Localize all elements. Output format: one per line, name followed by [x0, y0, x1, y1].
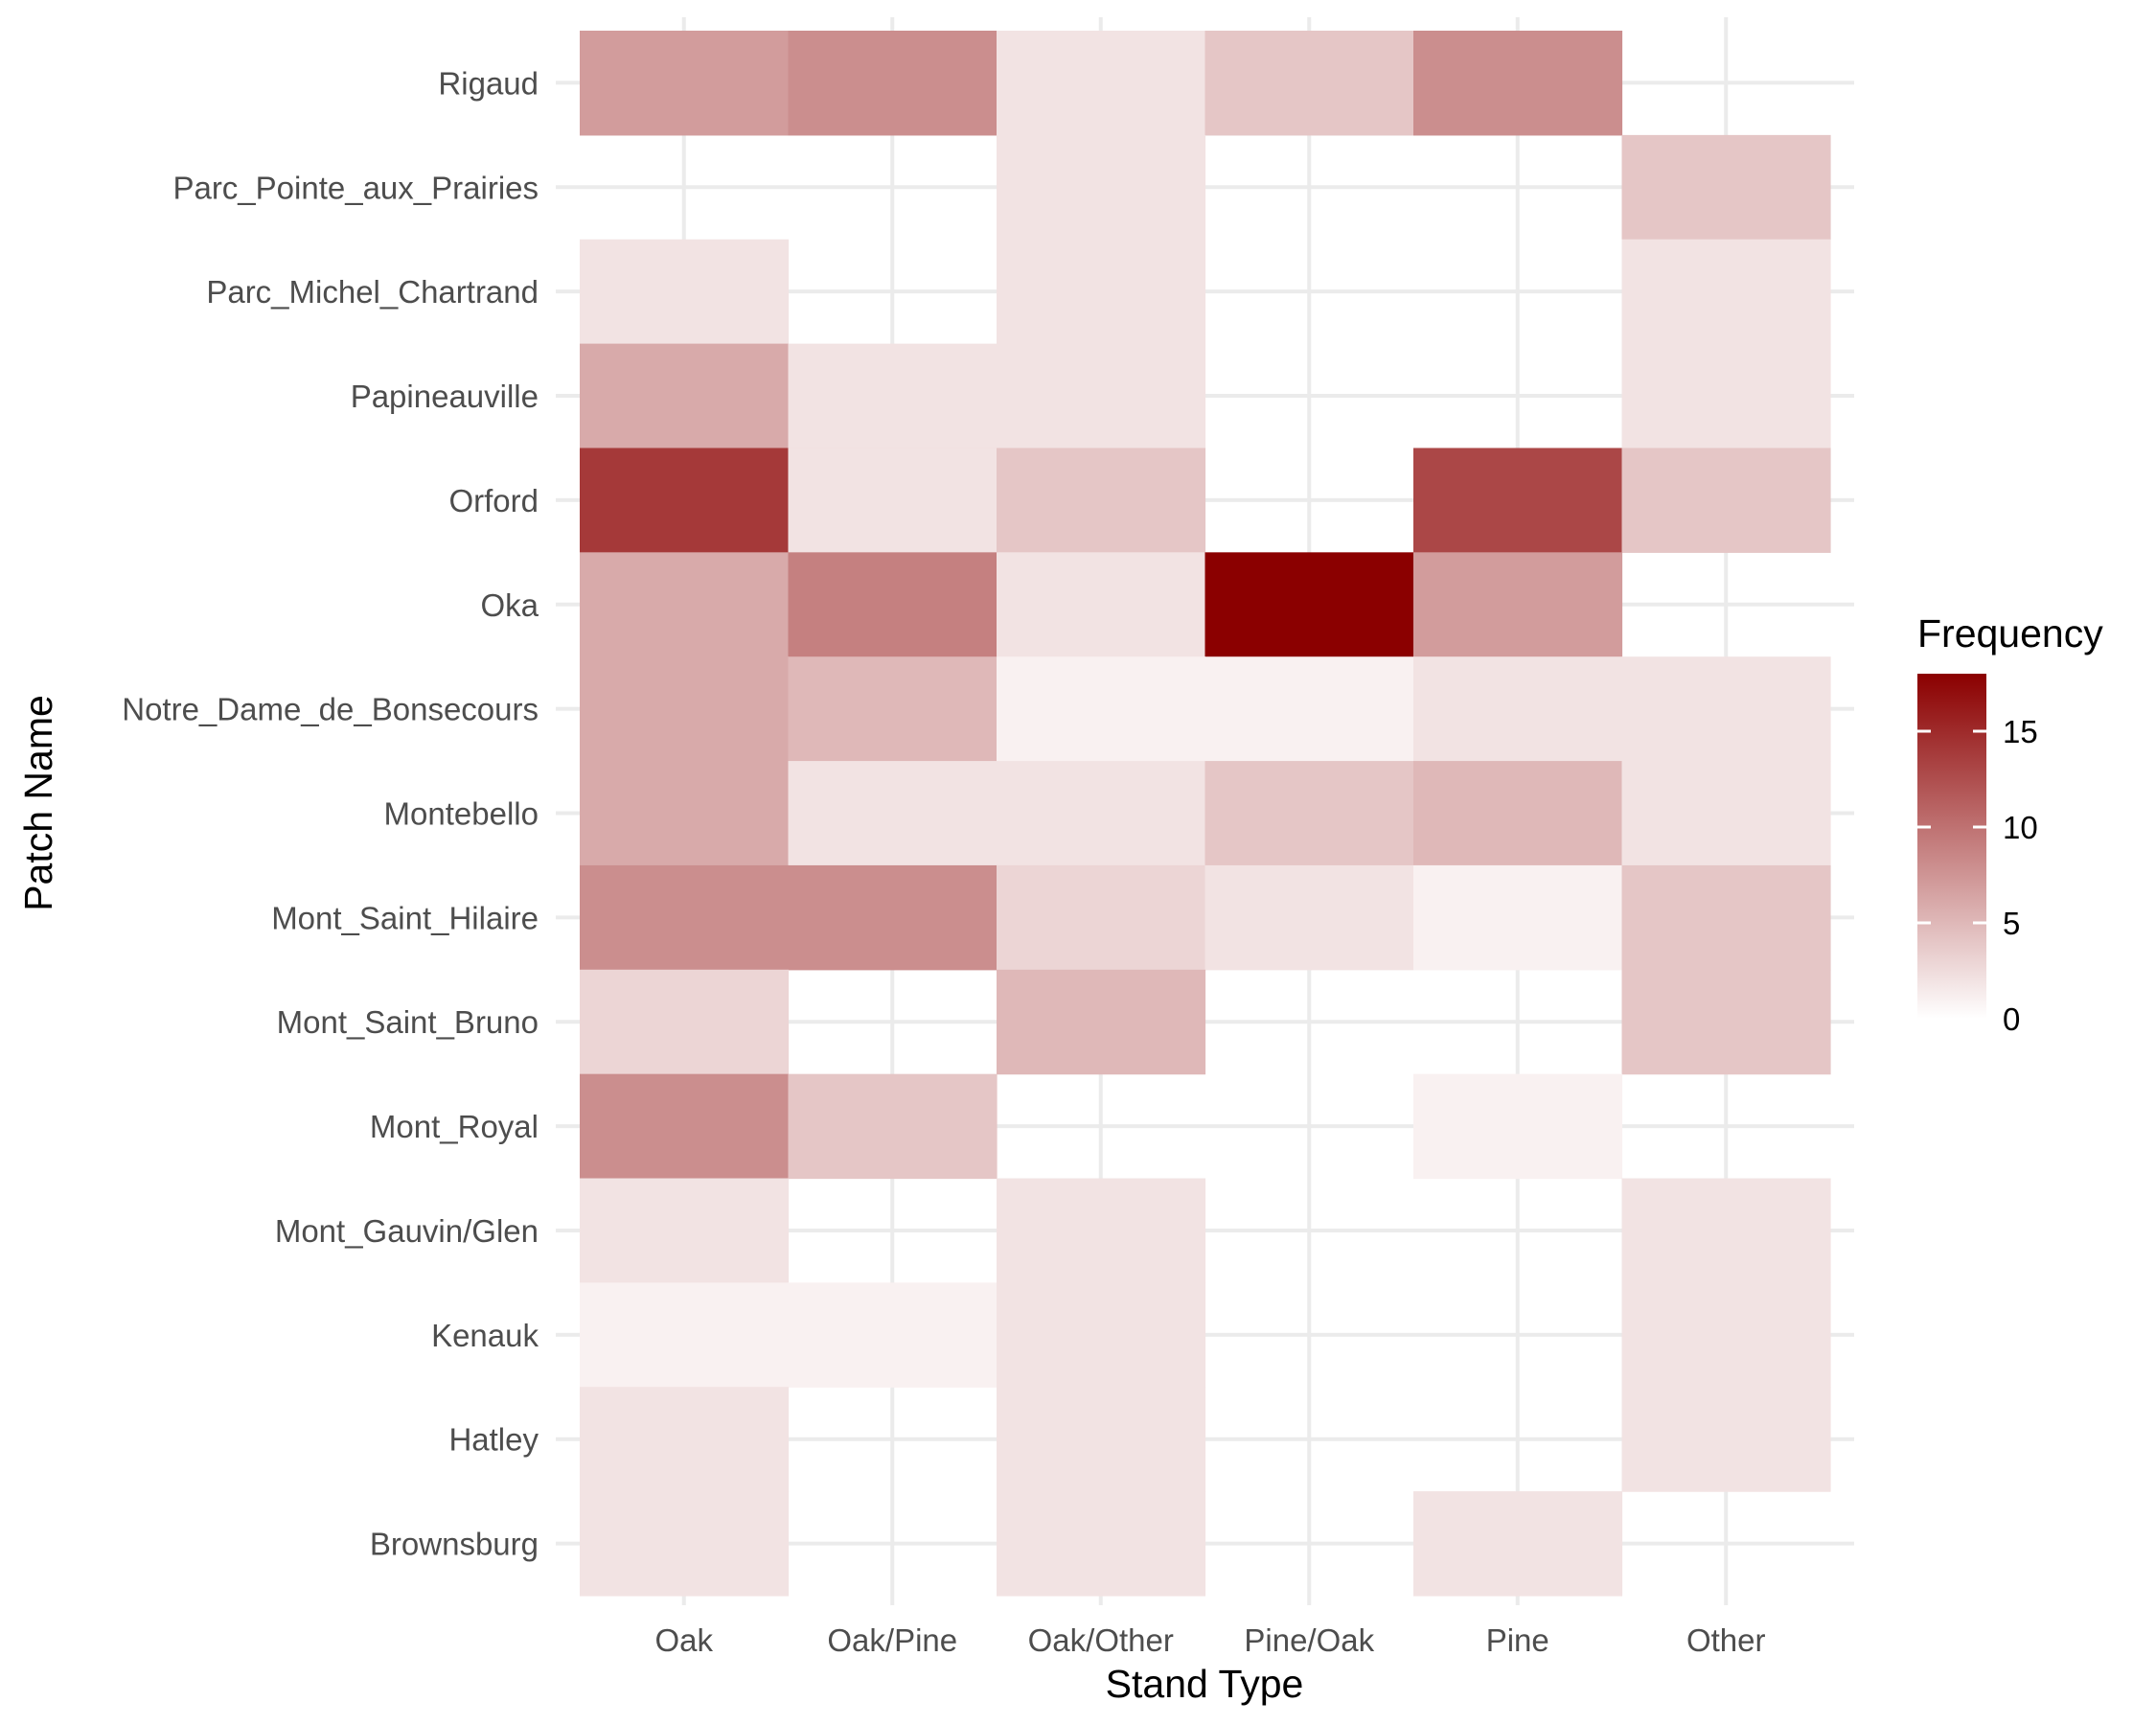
- heatmap-cell-notre-dame-de-bonsecours-oak: [580, 656, 790, 762]
- heatmap-cell-brownsburg-pine: [1413, 1491, 1623, 1597]
- legend-tick-label: 10: [2003, 810, 2038, 845]
- legend-ticks: 0 5 10 15: [1917, 714, 2038, 1037]
- heatmap-cell-orford-oak-other: [997, 448, 1206, 553]
- heatmap-cell-oka-oak: [580, 552, 790, 657]
- heatmap-cell-mont-saint-hilaire-other: [1621, 864, 1831, 971]
- legend-tick-label: 5: [2003, 906, 2020, 941]
- heatmap-cell-parc-michel-chartrand-other: [1621, 239, 1831, 345]
- heatmap-cell-orford-other: [1621, 448, 1831, 553]
- heatmap-cell-orford-oak-pine: [788, 448, 998, 553]
- y-tick-label: Notre_Dame_de_Bonsecours: [122, 692, 539, 727]
- heatmap-cell-papineauville-oak: [580, 343, 790, 449]
- heatmap-cell-orford-oak: [580, 448, 790, 553]
- heatmap-cell-papineauville-other: [1621, 343, 1831, 449]
- heatmap-cell-mont-royal-pine: [1413, 1073, 1623, 1180]
- heatmap-cell-mont-saint-bruno-other: [1621, 969, 1831, 1075]
- x-tick-label: Pine: [1486, 1622, 1549, 1658]
- heatmap-cell-rigaud-oak: [580, 31, 790, 136]
- heatmap-cell-rigaud-oak-pine: [788, 31, 998, 136]
- heatmap-cell-mont-royal-oak: [580, 1073, 790, 1180]
- heatmap-cell-mont-gauvin-glen-oak-other: [997, 1178, 1206, 1283]
- heatmap-cell-mont-saint-hilaire-oak-pine: [788, 864, 998, 971]
- y-axis-title: Patch Name: [16, 695, 60, 911]
- heatmap-cell-kenauk-oak-other: [997, 1282, 1206, 1388]
- y-tick-label: Oka: [480, 587, 539, 623]
- heatmap-cell-parc-pointe-aux-prairies-other: [1621, 134, 1831, 241]
- y-tick-label: Papineauville: [351, 379, 539, 414]
- heatmap-cell-notre-dame-de-bonsecours-oak-pine: [788, 656, 998, 762]
- heatmap-cell-rigaud-pine: [1413, 31, 1623, 136]
- heatmap-cell-mont-gauvin-glen-other: [1621, 1178, 1831, 1283]
- x-tick-label: Oak: [654, 1622, 713, 1658]
- heatmap-cell-orford-pine: [1413, 448, 1623, 553]
- heatmap-cell-kenauk-oak-pine: [788, 1282, 998, 1388]
- heatmap-cell-mont-saint-hilaire-oak-other: [997, 864, 1206, 971]
- y-tick-label: Kenauk: [431, 1318, 539, 1353]
- y-tick-label: Parc_Pointe_aux_Prairies: [172, 170, 539, 205]
- heatmap-cell-montebello-oak: [580, 761, 790, 866]
- heatmap-cell-parc-pointe-aux-prairies-oak-other: [997, 134, 1206, 241]
- heatmap-cell-papineauville-oak-pine: [788, 343, 998, 449]
- heatmap-cell-oka-pine: [1413, 552, 1623, 657]
- y-tick-label: Rigaud: [438, 65, 539, 101]
- heatmap-cell-mont-saint-hilaire-oak: [580, 864, 790, 971]
- y-tick-label: Mont_Saint_Bruno: [277, 1004, 539, 1040]
- heatmap-cell-mont-saint-hilaire-pine-oak: [1204, 864, 1414, 971]
- heatmap-cell-montebello-pine: [1413, 761, 1623, 866]
- heatmap-cell-montebello-other: [1621, 761, 1831, 866]
- heatmap-cell-oka-pine-oak: [1204, 552, 1414, 657]
- heatmap-cell-montebello-oak-pine: [788, 761, 998, 866]
- x-axis-title: Stand Type: [1106, 1662, 1304, 1706]
- heatmap-cell-notre-dame-de-bonsecours-oak-other: [997, 656, 1206, 762]
- heatmap-cell-parc-michel-chartrand-oak-other: [997, 239, 1206, 345]
- heatmap-cell-hatley-other: [1621, 1387, 1831, 1492]
- y-tick-label: Montebello: [384, 796, 539, 832]
- heatmap-cell-papineauville-oak-other: [997, 343, 1206, 449]
- heatmap-cell-oka-oak-pine: [788, 552, 998, 657]
- y-tick-label: Mont_Saint_Hilaire: [271, 900, 539, 935]
- legend-colorbar: [1917, 674, 1986, 1019]
- x-tick-label: Pine/Oak: [1244, 1622, 1374, 1658]
- heatmap-cell-brownsburg-oak-other: [997, 1491, 1206, 1597]
- x-tick-labels: Oak Oak/Pine Oak/Other Pine/Oak Pine Other: [654, 1622, 1765, 1658]
- y-tick-label: Brownsburg: [370, 1527, 539, 1562]
- y-tick-label: Mont_Royal: [370, 1109, 539, 1144]
- heatmap-cell-hatley-oak: [580, 1387, 790, 1492]
- heatmap-cell-kenauk-other: [1621, 1282, 1831, 1388]
- heatmap-cell-brownsburg-oak: [580, 1491, 790, 1597]
- heatmap-cell-oka-oak-other: [997, 552, 1206, 657]
- x-tick-label: Other: [1686, 1622, 1766, 1658]
- heatmap-cell-rigaud-oak-other: [997, 31, 1206, 136]
- legend: Frequency 0 5 10 15: [1917, 611, 2103, 1037]
- heatmap-cell-kenauk-oak: [580, 1282, 790, 1388]
- x-tick-label: Oak/Other: [1028, 1622, 1174, 1658]
- heatmap-cell-montebello-pine-oak: [1204, 761, 1414, 866]
- heatmap-cell-montebello-oak-other: [997, 761, 1206, 866]
- heatmap-cell-notre-dame-de-bonsecours-other: [1621, 656, 1831, 762]
- heatmap-cell-hatley-oak-other: [997, 1387, 1206, 1492]
- heatmap-cell-parc-michel-chartrand-oak: [580, 239, 790, 345]
- y-tick-labels: Brownsburg Hatley Kenauk Mont_Gauvin/Glen M…: [122, 65, 539, 1561]
- heatmap-cell-rigaud-pine-oak: [1204, 31, 1414, 136]
- y-tick-label: Orford: [448, 483, 539, 518]
- y-tick-label: Parc_Michel_Chartrand: [206, 274, 539, 310]
- cell-layer: [580, 31, 1831, 1597]
- y-tick-label: Hatley: [448, 1422, 539, 1458]
- heatmap-cell-notre-dame-de-bonsecours-pine: [1413, 656, 1623, 762]
- heatmap-cell-mont-royal-oak-pine: [788, 1073, 998, 1180]
- heatmap-cell-mont-saint-bruno-oak: [580, 969, 790, 1075]
- heatmap-cell-mont-gauvin-glen-oak: [580, 1178, 790, 1283]
- legend-title: Frequency: [1917, 611, 2103, 656]
- heatmap-cell-mont-saint-hilaire-pine: [1413, 864, 1623, 971]
- legend-tick-label: 0: [2003, 1001, 2020, 1037]
- legend-tick-label: 15: [2003, 714, 2038, 749]
- y-tick-label: Mont_Gauvin/Glen: [275, 1213, 539, 1249]
- heatmap-cell-notre-dame-de-bonsecours-pine-oak: [1204, 656, 1414, 762]
- x-tick-label: Oak/Pine: [827, 1622, 957, 1658]
- heatmap-cell-mont-saint-bruno-oak-other: [997, 969, 1206, 1075]
